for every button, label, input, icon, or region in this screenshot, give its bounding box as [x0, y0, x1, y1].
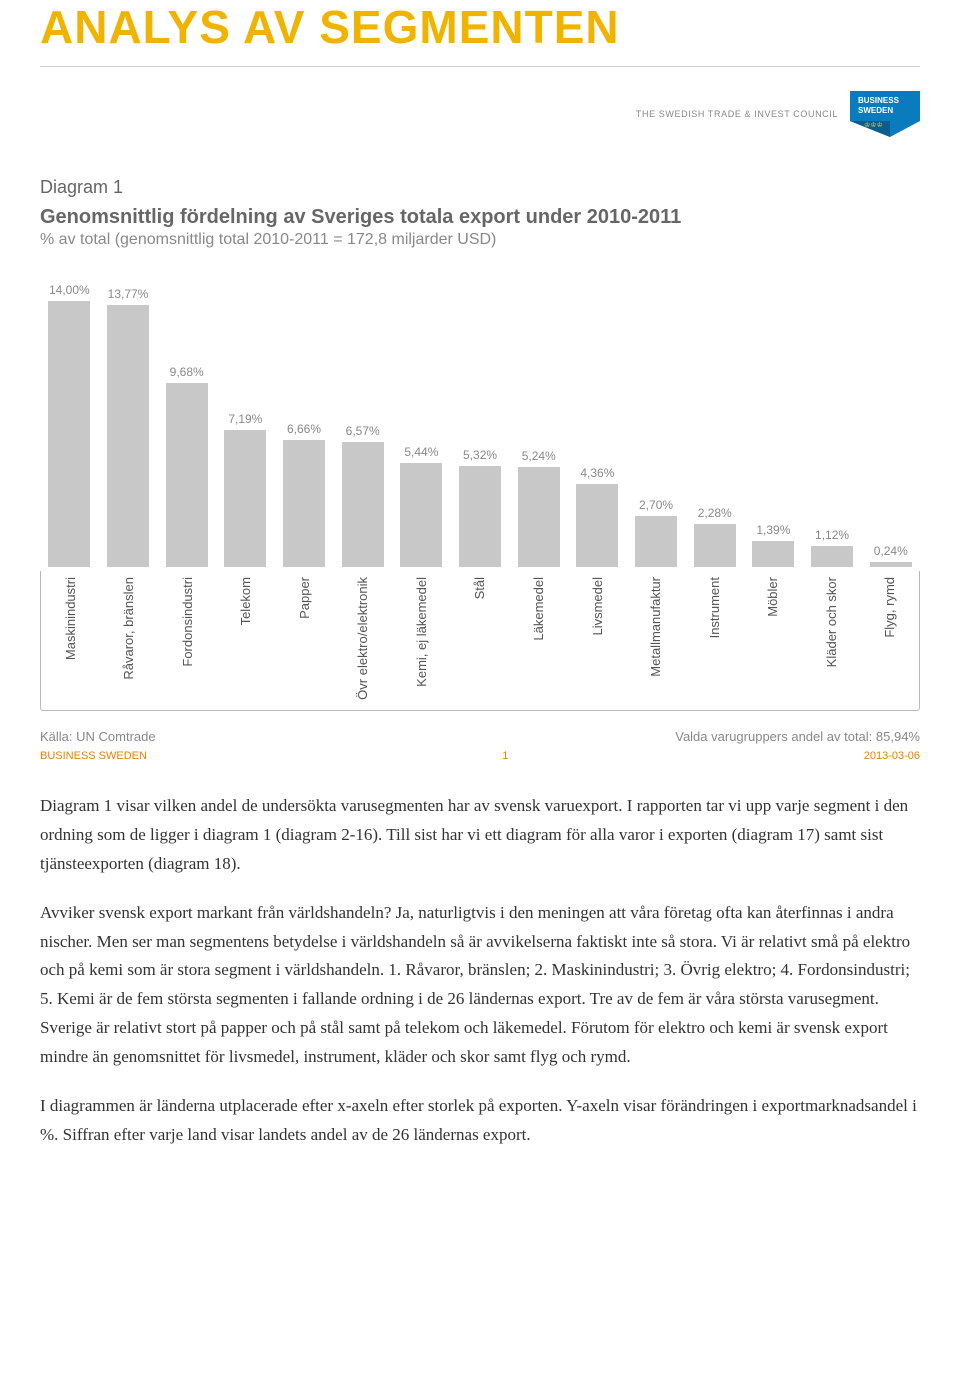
- bar-value: 1,12%: [815, 528, 849, 542]
- bar-value: 4,36%: [580, 466, 614, 480]
- bar-value: 2,70%: [639, 498, 673, 512]
- bar-label: Telekom: [238, 577, 253, 625]
- bar-label: Fordonsindustri: [180, 577, 195, 667]
- bar: [635, 516, 677, 567]
- paragraph-3: I diagrammen är länderna utplacerade eft…: [40, 1092, 920, 1150]
- label-col: Livsmedel: [572, 577, 623, 710]
- diagram-subtitle: % av total (genomsnittlig total 2010-201…: [40, 231, 920, 249]
- bar-col: 13,77%: [103, 267, 154, 567]
- bar-label: Metallmanufaktur: [648, 577, 663, 677]
- bar: [870, 562, 912, 567]
- bar-label: Kläder och skor: [824, 577, 839, 667]
- bar-label: Råvaror, bränslen: [121, 577, 136, 680]
- footer-left: BUSINESS SWEDEN: [40, 750, 147, 762]
- bar-col: 1,12%: [807, 267, 858, 567]
- bar-col: 2,28%: [689, 267, 740, 567]
- svg-text:♔♔♔: ♔♔♔: [864, 121, 883, 129]
- bar-col: 6,57%: [337, 267, 388, 567]
- bar-col: 5,32%: [455, 267, 506, 567]
- footer-right: 2013-03-06: [864, 750, 920, 762]
- label-col: Kläder och skor: [806, 577, 857, 710]
- bar: [283, 440, 325, 567]
- bar-value: 6,66%: [287, 422, 321, 436]
- bar-col: 5,24%: [513, 267, 564, 567]
- bar-col: 4,36%: [572, 267, 623, 567]
- diagram-number: Diagram 1: [40, 177, 920, 198]
- bar-label: Livsmedel: [590, 577, 605, 636]
- bar-chart-labels: Maskinindustri Råvaror, bränslen Fordonsin…: [40, 571, 920, 711]
- header-logo-row: THE SWEDISH TRADE & INVEST COUNCIL BUSIN…: [40, 91, 920, 137]
- bar-col: 0,24%: [865, 267, 916, 567]
- bar-label: Övr elektro/elektronik: [355, 577, 370, 700]
- logo-caption: THE SWEDISH TRADE & INVEST COUNCIL: [636, 109, 838, 119]
- bar-label: Läkemedel: [531, 577, 546, 641]
- diagram-footer-row: BUSINESS SWEDEN 1 2013-03-06: [40, 750, 920, 762]
- source-right: Valda varugruppers andel av total: 85,94…: [675, 729, 920, 744]
- label-col: Metallmanufaktur: [630, 577, 681, 710]
- diagram-title: Genomsnittlig fördelning av Sveriges tot…: [40, 206, 920, 229]
- label-col: Läkemedel: [513, 577, 564, 710]
- label-col: Instrument: [689, 577, 740, 710]
- bar-value: 5,44%: [404, 445, 438, 459]
- label-col: Övr elektro/elektronik: [338, 577, 389, 710]
- bar-col: 14,00%: [44, 267, 95, 567]
- page-title: ANALYS AV SEGMENTEN: [40, 0, 920, 67]
- body-text: Diagram 1 visar vilken andel de undersök…: [40, 792, 920, 1150]
- bar-value: 0,24%: [874, 544, 908, 558]
- bar-label: Flyg, rymd: [882, 577, 897, 638]
- label-col: Maskinindustri: [45, 577, 96, 710]
- label-col: Papper: [279, 577, 330, 710]
- bar-label: Instrument: [707, 577, 722, 638]
- bar: [576, 484, 618, 567]
- bar-value: 6,57%: [346, 424, 380, 438]
- label-col: Möbler: [747, 577, 798, 710]
- source-left: Källa: UN Comtrade: [40, 729, 156, 744]
- bar: [752, 541, 794, 567]
- bar-chart: 14,00% 13,77% 9,68% 7,19% 6,66% 6,57% 5,44% 5,3…: [40, 267, 920, 567]
- footer-mid: 1: [502, 750, 508, 762]
- bar: [224, 430, 266, 567]
- bar: [342, 442, 384, 567]
- label-col: Telekom: [221, 577, 272, 710]
- bar-value: 1,39%: [756, 523, 790, 537]
- bar: [48, 301, 90, 567]
- bar-value: 13,77%: [108, 287, 149, 301]
- bar-value: 9,68%: [170, 365, 204, 379]
- label-col: Flyg, rymd: [864, 577, 915, 710]
- bar-label: Möbler: [765, 577, 780, 617]
- bar-col: 9,68%: [161, 267, 212, 567]
- bar: [400, 463, 442, 567]
- bar-col: 2,70%: [631, 267, 682, 567]
- label-col: Råvaror, bränslen: [104, 577, 155, 710]
- paragraph-2: Avviker svensk export markant från värld…: [40, 899, 920, 1072]
- logo-line1: BUSINESS: [858, 96, 900, 105]
- bar-label: Papper: [297, 577, 312, 619]
- bar-value: 5,24%: [522, 449, 556, 463]
- bar-value: 2,28%: [698, 506, 732, 520]
- business-sweden-logo: BUSINESS SWEDEN ♔♔♔: [850, 91, 920, 137]
- bar: [459, 466, 501, 567]
- bar-col: 7,19%: [220, 267, 271, 567]
- label-col: Fordonsindustri: [162, 577, 213, 710]
- bar-label: Kemi, ej läkemedel: [414, 577, 429, 687]
- bar-label: Maskinindustri: [63, 577, 78, 660]
- bar-value: 14,00%: [49, 283, 90, 297]
- paragraph-1: Diagram 1 visar vilken andel de undersök…: [40, 792, 920, 879]
- bar-value: 7,19%: [228, 412, 262, 426]
- bar-label: Stål: [472, 577, 487, 599]
- bar-value: 5,32%: [463, 448, 497, 462]
- bar-col: 5,44%: [396, 267, 447, 567]
- diagram-source-row: Källa: UN Comtrade Valda varugruppers an…: [40, 729, 920, 744]
- bar: [166, 383, 208, 567]
- bar-col: 6,66%: [279, 267, 330, 567]
- label-col: Stål: [455, 577, 506, 710]
- label-col: Kemi, ej läkemedel: [396, 577, 447, 710]
- bar-col: 1,39%: [748, 267, 799, 567]
- bar: [107, 305, 149, 567]
- bar: [811, 546, 853, 567]
- bar: [694, 524, 736, 567]
- bar: [518, 467, 560, 567]
- logo-line2: SWEDEN: [858, 106, 893, 115]
